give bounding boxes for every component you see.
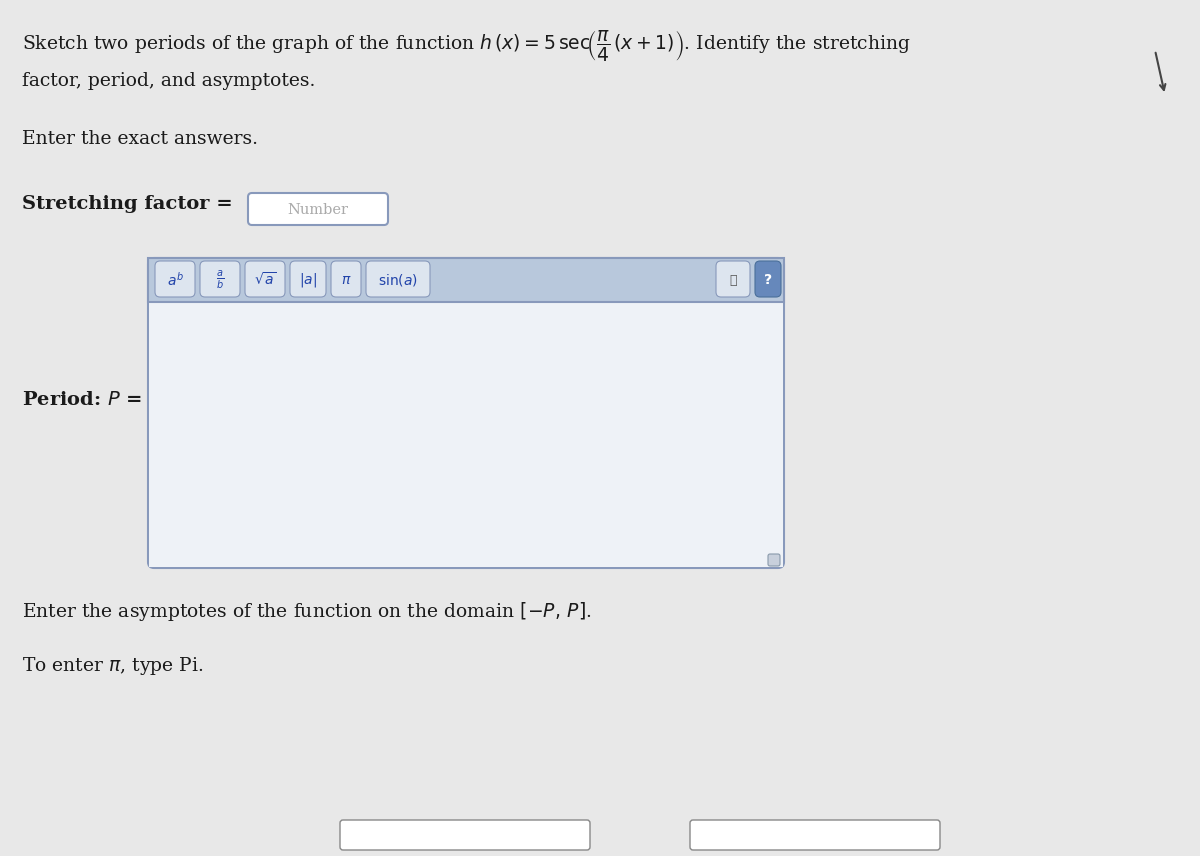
FancyBboxPatch shape: [690, 820, 940, 850]
Text: $|a|$: $|a|$: [299, 271, 317, 289]
FancyBboxPatch shape: [366, 261, 430, 297]
FancyBboxPatch shape: [155, 261, 194, 297]
Text: $\sin(a)$: $\sin(a)$: [378, 272, 418, 288]
Text: Enter the exact answers.: Enter the exact answers.: [22, 130, 258, 148]
Text: ?: ?: [764, 273, 772, 287]
Text: $a^b$: $a^b$: [167, 271, 184, 289]
Bar: [148, 258, 784, 302]
Text: To enter $\pi$, type Pi.: To enter $\pi$, type Pi.: [22, 655, 204, 677]
FancyBboxPatch shape: [755, 261, 781, 297]
Text: Enter the asymptotes of the function on the domain $[-P,\,P]$.: Enter the asymptotes of the function on …: [22, 600, 592, 623]
FancyBboxPatch shape: [290, 261, 326, 297]
FancyBboxPatch shape: [148, 258, 784, 568]
FancyBboxPatch shape: [768, 554, 780, 566]
Text: $\frac{a}{b}$: $\frac{a}{b}$: [216, 269, 224, 291]
Bar: [149, 302, 784, 567]
Text: 🗑: 🗑: [730, 274, 737, 287]
Text: $\pi$: $\pi$: [341, 273, 352, 287]
Text: Number: Number: [288, 203, 348, 217]
Text: factor, period, and asymptotes.: factor, period, and asymptotes.: [22, 72, 316, 90]
FancyBboxPatch shape: [248, 193, 388, 225]
FancyBboxPatch shape: [200, 261, 240, 297]
FancyBboxPatch shape: [245, 261, 286, 297]
Text: Period: $P$ =: Period: $P$ =: [22, 391, 143, 409]
Bar: [148, 258, 784, 302]
Text: $\sqrt{a}$: $\sqrt{a}$: [253, 271, 276, 288]
FancyBboxPatch shape: [340, 820, 590, 850]
Text: Stretching factor =: Stretching factor =: [22, 195, 240, 213]
FancyBboxPatch shape: [716, 261, 750, 297]
FancyBboxPatch shape: [331, 261, 361, 297]
Text: Sketch two periods of the graph of the function $h\,(x)=5\,\mathrm{sec}\!\left(\: Sketch two periods of the graph of the f…: [22, 28, 911, 63]
